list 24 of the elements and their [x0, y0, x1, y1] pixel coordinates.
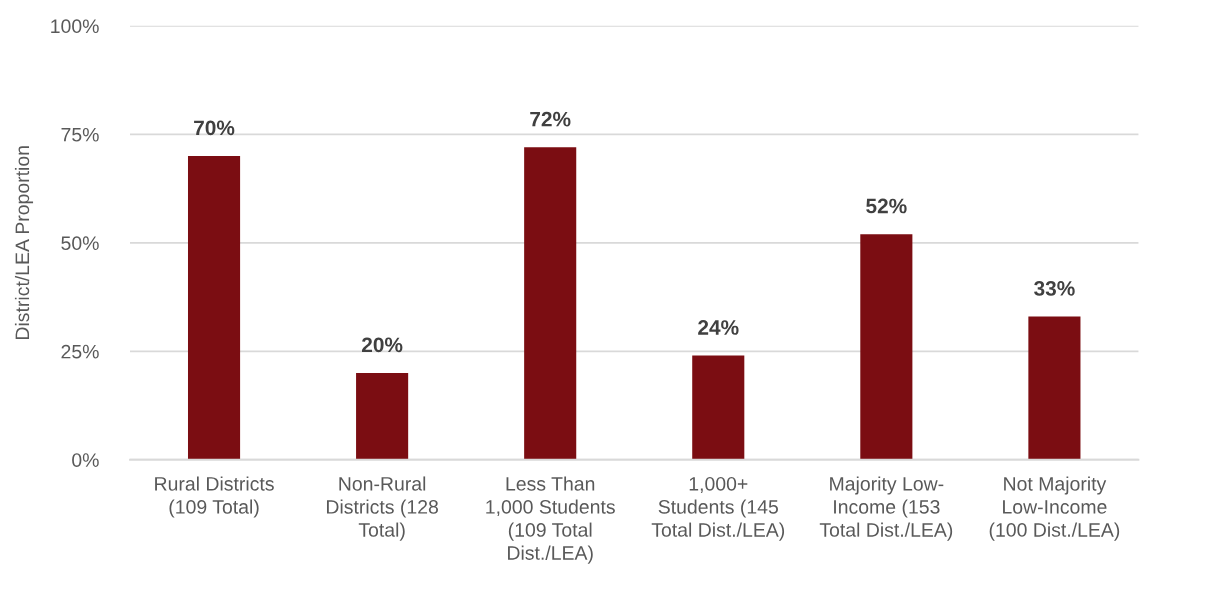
x-tick-label: Not Majority Low-Income (100 Dist./LEA): [989, 476, 1120, 541]
x-tick-label: 1,000+ Students (145 Total Dist./LEA): [651, 476, 785, 541]
y-tick-label: 100%: [51, 19, 99, 34]
y-tick-label: 75%: [61, 127, 99, 142]
bar: [356, 372, 409, 460]
data-label: 20%: [361, 337, 403, 353]
data-label: 33%: [1034, 281, 1075, 296]
bar: [692, 355, 745, 460]
bar: [860, 234, 913, 460]
bar: [524, 147, 577, 460]
x-tick-label: Non-Rural Districts (128 Total): [326, 476, 438, 541]
y-tick-label: 50%: [61, 236, 99, 251]
bar: [187, 156, 241, 460]
data-label: 70%: [194, 120, 235, 136]
x-tick-label: Rural Districts (109 Total): [155, 476, 274, 518]
data-label: 52%: [866, 198, 907, 214]
y-axis-title: District/LEA Proportion: [14, 146, 34, 340]
data-label: 72%: [530, 111, 571, 127]
bar: [1028, 316, 1081, 460]
data-label: 24%: [698, 320, 739, 335]
y-tick-label: 25%: [61, 344, 99, 359]
x-tick-label: Less Than 1,000 Students (109 Total Dist./LEA): [486, 476, 615, 564]
x-tick-label: Majority Low- Income (153 Total Dist./LEA): [819, 476, 953, 541]
y-tick-label: 0%: [72, 453, 99, 467]
